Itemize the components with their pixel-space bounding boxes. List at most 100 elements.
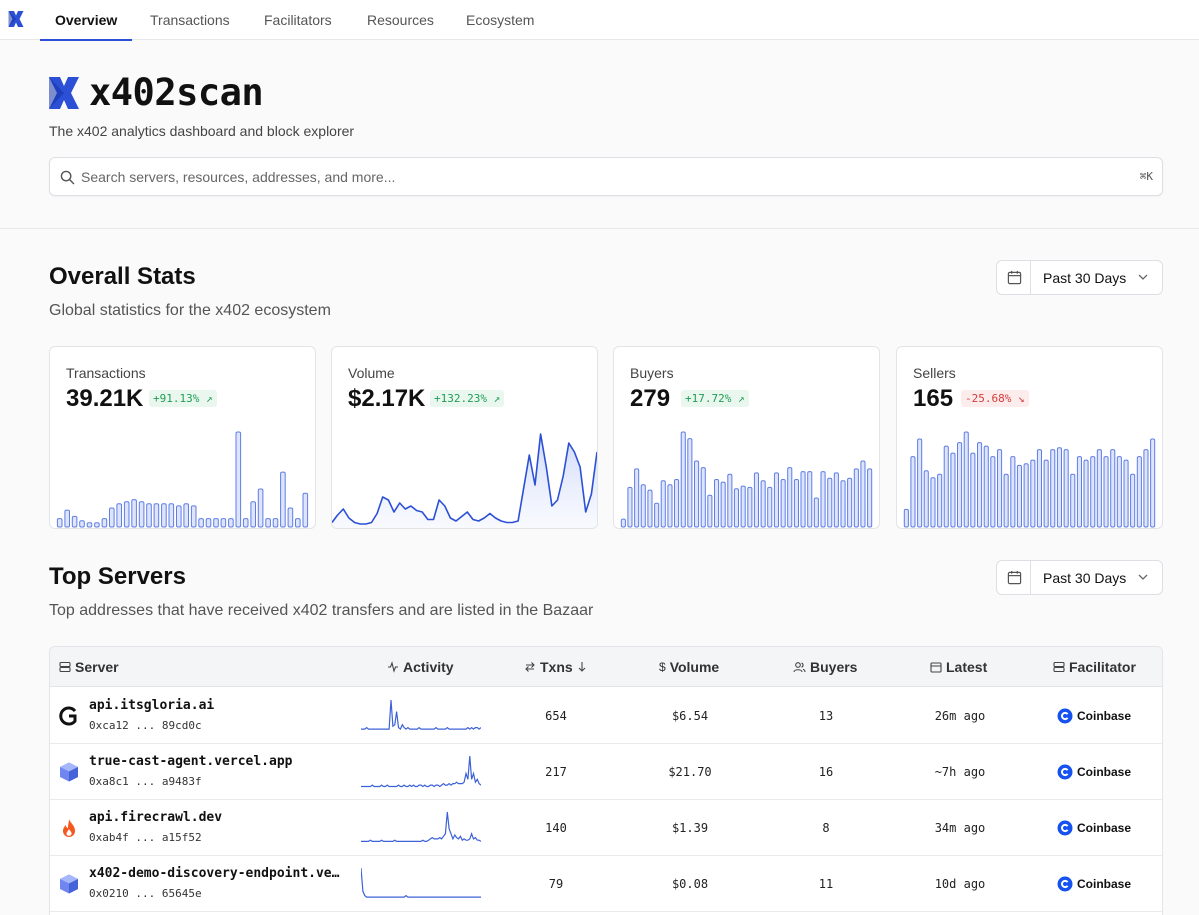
chart-bar xyxy=(660,480,666,528)
chart-bar xyxy=(86,522,93,528)
chart-bar xyxy=(780,479,786,528)
column-facilitator[interactable]: Facilitator xyxy=(1053,659,1136,675)
column-latest[interactable]: Latest xyxy=(930,659,987,675)
server-address[interactable]: 0xa8c1 ... a9483f xyxy=(89,775,202,788)
server-address[interactable]: 0x0210 ... 65645e xyxy=(89,887,202,900)
stat-card-sellers[interactable]: Sellers 165 -25.68% ↘ xyxy=(896,346,1163,529)
trend-up-icon: ↗ xyxy=(205,392,213,405)
gloria-logo-icon xyxy=(58,705,80,727)
chart-bar xyxy=(220,518,227,528)
chart-bar xyxy=(280,471,286,528)
buyers-value: 8 xyxy=(822,821,830,835)
calendar-button[interactable] xyxy=(997,261,1031,294)
stat-delta-badge: +132.23% ↗ xyxy=(430,390,505,407)
stat-card-transactions[interactable]: Transactions 39.21K +91.13% ↗ xyxy=(49,346,316,529)
buyers-value: 16 xyxy=(818,765,834,779)
chart-bar xyxy=(302,492,309,528)
chart-bar xyxy=(146,503,152,528)
chart-bar xyxy=(687,438,693,528)
chart-bar xyxy=(1010,456,1016,528)
facilitator-badge[interactable]: Coinbase xyxy=(1057,820,1131,836)
x402-logo-icon[interactable] xyxy=(8,11,24,27)
server-address[interactable]: 0xab4f ... a15f52 xyxy=(89,831,202,844)
calendar-button[interactable] xyxy=(997,561,1031,594)
chart-area xyxy=(332,434,597,528)
chart-bar xyxy=(295,518,301,528)
volume-chart xyxy=(332,433,597,528)
stat-card-volume[interactable]: Volume $2.17K +132.23% ↗ xyxy=(331,346,598,529)
stat-value: $2.17K xyxy=(348,385,426,412)
activity-line xyxy=(361,755,481,788)
chart-bar xyxy=(235,431,242,528)
coinbase-logo-icon xyxy=(1057,876,1073,892)
chart-bar xyxy=(1056,447,1062,528)
chart-bar xyxy=(250,501,256,528)
stat-label: Sellers xyxy=(913,365,956,381)
chart-bar xyxy=(1043,459,1049,528)
transactions-chart xyxy=(56,431,309,528)
brand-title: x402scan xyxy=(89,71,264,114)
chart-bar xyxy=(680,431,686,528)
chart-bar xyxy=(903,508,909,528)
top-servers-subtitle: Top addresses that have received x402 tr… xyxy=(49,602,594,619)
chevron-down-icon xyxy=(1138,274,1148,280)
stat-delta-badge: -25.68% ↘ xyxy=(961,390,1029,407)
server-address[interactable]: 0xca12 ... 89cd0c xyxy=(89,719,202,732)
facilitator-badge[interactable]: Coinbase xyxy=(1057,708,1131,724)
chart-bar xyxy=(767,486,773,528)
chart-bar xyxy=(1103,456,1109,528)
table-row[interactable]: api.itsgloria.ai 0xca12 ... 89cd0c 654 $6.5… xyxy=(50,688,1162,744)
facilitator-badge[interactable]: Coinbase xyxy=(1057,764,1131,780)
chart-bar xyxy=(1030,459,1036,528)
servers-range-select[interactable]: Past 30 Days xyxy=(996,560,1163,595)
column-buyers[interactable]: Buyers xyxy=(793,659,857,675)
server-name[interactable]: x402-demo-discovery-endpoint.vercel.app xyxy=(89,866,347,881)
chart-bar xyxy=(1110,449,1116,528)
search-bar[interactable]: ⌘K xyxy=(49,157,1163,196)
chart-bar xyxy=(740,485,746,528)
chart-bar xyxy=(787,467,793,528)
chart-bar xyxy=(242,518,249,528)
txns-value: 654 xyxy=(545,709,567,723)
search-input[interactable] xyxy=(81,158,1081,195)
chart-bar xyxy=(265,518,271,528)
latest-value: 34m ago xyxy=(934,821,986,835)
coinbase-logo-icon xyxy=(1057,708,1073,724)
column-volume[interactable]: $ Volume xyxy=(659,659,720,675)
chart-bar xyxy=(79,520,85,528)
sort-desc-icon[interactable] xyxy=(577,661,587,673)
tab-facilitators[interactable]: Facilitators xyxy=(264,12,332,28)
chart-bar xyxy=(727,473,733,528)
tab-overview[interactable]: Overview xyxy=(40,0,133,41)
column-txns[interactable]: Txns xyxy=(524,659,587,675)
table-row[interactable]: x402-demo-discovery-endpoint.vercel.app 0… xyxy=(50,856,1162,912)
range-label: Past 30 Days xyxy=(1043,570,1127,586)
overall-range-select[interactable]: Past 30 Days xyxy=(996,260,1163,295)
chart-line xyxy=(332,433,597,525)
tab-ecosystem[interactable]: Ecosystem xyxy=(466,12,535,28)
server-name[interactable]: api.itsgloria.ai xyxy=(89,698,215,713)
server-icon xyxy=(1053,661,1065,673)
chart-bar xyxy=(867,468,873,528)
table-row[interactable]: true-cast-agent.vercel.app 0xa8c1 ... a94… xyxy=(50,744,1162,800)
table-row[interactable]: api.firecrawl.dev 0xab4f ... a15f52 140 $1.… xyxy=(50,800,1162,856)
x402-logo-icon xyxy=(49,77,79,109)
facilitator-badge[interactable]: Coinbase xyxy=(1057,876,1131,892)
chart-bar xyxy=(131,499,137,528)
chart-bar xyxy=(1070,473,1076,528)
column-server[interactable]: Server xyxy=(59,659,119,675)
chart-bar xyxy=(213,518,219,528)
column-activity[interactable]: Activity xyxy=(387,659,454,675)
chart-bar xyxy=(700,467,706,528)
tab-transactions[interactable]: Transactions xyxy=(150,12,230,28)
server-name[interactable]: api.firecrawl.dev xyxy=(89,810,223,825)
chart-bar xyxy=(747,486,753,528)
server-name[interactable]: true-cast-agent.vercel.app xyxy=(89,754,293,769)
chart-bar xyxy=(930,477,936,528)
tab-resources[interactable]: Resources xyxy=(367,12,434,28)
overall-stats-subtitle: Global statistics for the x402 ecosystem xyxy=(49,302,331,319)
chart-bar xyxy=(1143,449,1149,528)
stat-card-buyers[interactable]: Buyers 279 +17.72% ↗ xyxy=(613,346,880,529)
buyers-value: 13 xyxy=(818,709,834,723)
chart-bar xyxy=(853,468,859,528)
